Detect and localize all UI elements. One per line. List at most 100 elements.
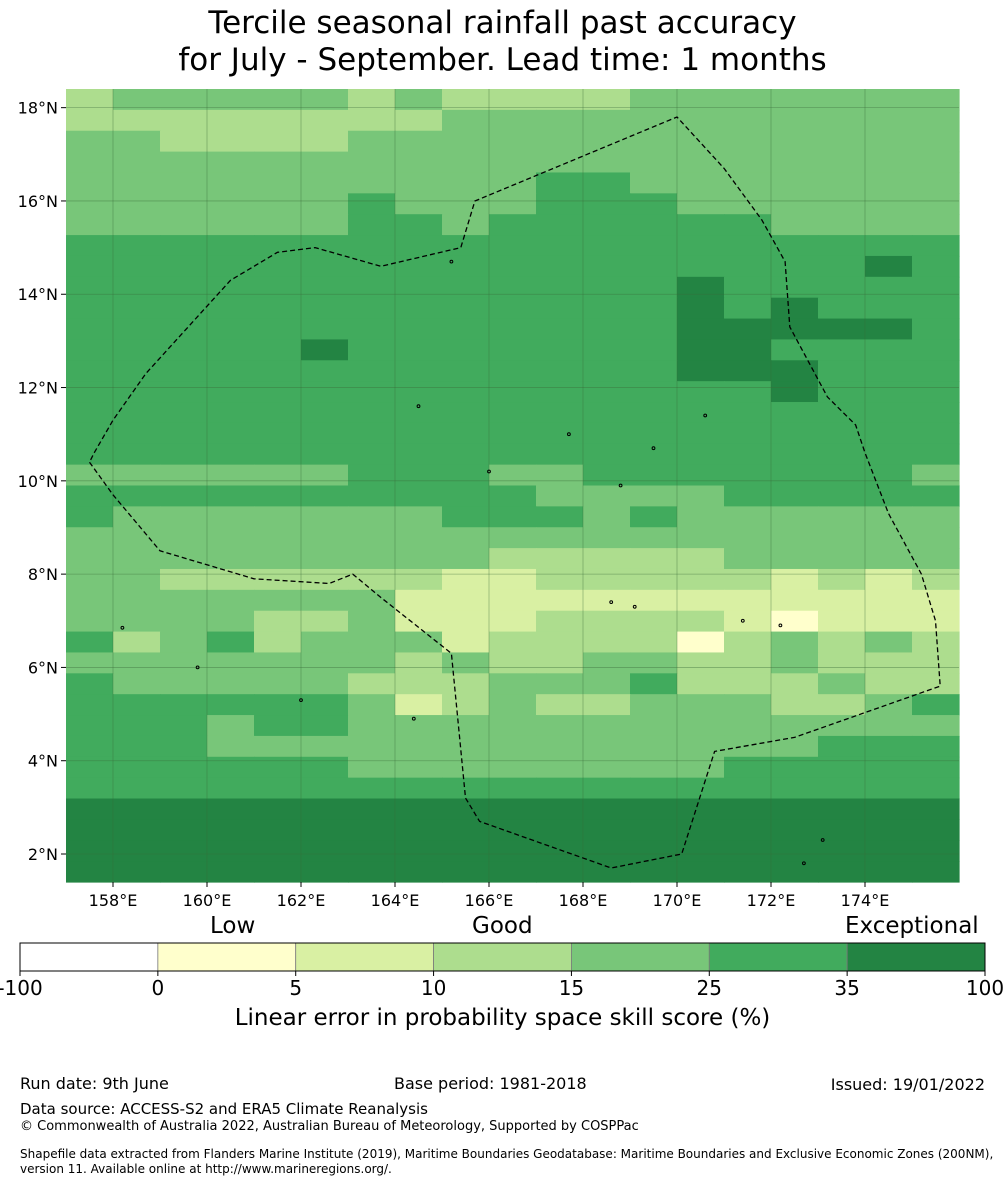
- grid-cell: [677, 89, 725, 111]
- grid-cell: [489, 422, 537, 445]
- grid-cell: [395, 694, 443, 716]
- island-mark: [802, 861, 806, 866]
- grid-cell: [583, 485, 631, 507]
- grid-cell: [348, 652, 396, 674]
- grid-cell: [536, 89, 584, 111]
- grid-cell: [113, 339, 161, 361]
- island-mark: [195, 665, 200, 670]
- grid-cell: [583, 89, 631, 111]
- grid-cell: [348, 193, 396, 215]
- grid-cell: [442, 840, 490, 862]
- grid-cell: [912, 402, 960, 424]
- grid-cell: [771, 297, 819, 320]
- grid-cell: [489, 360, 537, 382]
- colorbar-segment: [846, 942, 986, 972]
- grid-cell: [301, 443, 349, 466]
- grid-cell: [677, 151, 725, 174]
- grid-cell: [818, 193, 866, 215]
- grid-cell: [348, 276, 396, 299]
- grid-cell: [677, 840, 725, 862]
- grid-cell: [113, 360, 161, 382]
- grid-cell: [348, 422, 396, 445]
- grid-cell: [818, 673, 866, 695]
- grid-cell: [66, 715, 114, 737]
- grid-cell: [348, 840, 396, 862]
- grid-cell: [348, 735, 396, 758]
- grid-cell: [818, 422, 866, 445]
- grid-cell: [113, 464, 161, 487]
- grid-cell: [724, 819, 772, 841]
- grid-cell: [301, 819, 349, 841]
- grid-cell: [724, 151, 772, 174]
- grid-cell: [865, 506, 913, 528]
- grid-cell: [395, 861, 443, 883]
- grid-cell: [301, 673, 349, 695]
- grid-cell: [66, 443, 114, 466]
- grid-cell: [66, 214, 114, 236]
- grid-cell: [160, 276, 208, 299]
- grid-cell: [207, 715, 255, 737]
- grid-cell: [630, 652, 678, 674]
- grid-cell: [489, 276, 537, 299]
- grid-cell: [771, 527, 819, 549]
- grid-cell: [207, 506, 255, 528]
- colorbar-segment: [295, 942, 434, 972]
- grid-cell: [724, 464, 772, 487]
- grid-cell: [583, 276, 631, 299]
- island-mark: [299, 698, 303, 702]
- grid-cell: [348, 485, 396, 507]
- grid-cell: [865, 715, 913, 737]
- grid-cell: [254, 422, 302, 445]
- grid-cell: [536, 485, 584, 507]
- grid-cell: [442, 485, 490, 507]
- grid-cell: [442, 318, 490, 341]
- lat-tick-label: 4°N: [28, 752, 58, 771]
- copyright: © Commonwealth of Australia 2022, Austra…: [20, 1119, 639, 1134]
- grid-cell: [66, 109, 114, 132]
- grid-cell: [160, 422, 208, 445]
- grid-cell: [113, 130, 161, 153]
- grid-cell: [66, 485, 114, 507]
- grid-cell: [771, 777, 819, 800]
- grid-cell: [865, 652, 913, 674]
- grid-cell: [254, 172, 302, 194]
- grid-cell: [865, 172, 913, 194]
- grid-cell: [912, 589, 960, 612]
- grid-cell: [771, 443, 819, 466]
- grid-cell: [771, 276, 819, 299]
- grid-cell: [442, 777, 490, 800]
- grid-cell: [583, 464, 631, 487]
- grid-cell: [489, 172, 537, 194]
- grid-cell: [724, 109, 772, 132]
- eez-boundary: [88, 116, 941, 869]
- grid-cell: [771, 464, 819, 487]
- grid-cell: [489, 464, 537, 487]
- grid-cell: [301, 506, 349, 528]
- grid-cell: [865, 130, 913, 153]
- grid-cell: [912, 673, 960, 695]
- grid-cell: [912, 861, 960, 883]
- grid-cell: [489, 756, 537, 779]
- grid-cell: [865, 798, 913, 820]
- grid-cell: [160, 673, 208, 695]
- grid-cell: [818, 527, 866, 549]
- grid-cell: [395, 172, 443, 194]
- grid-cell: [536, 756, 584, 779]
- grid-cell: [724, 360, 772, 382]
- grid-cell: [724, 673, 772, 695]
- grid-cell: [113, 819, 161, 841]
- grid-cell: [771, 193, 819, 215]
- grid-cell: [395, 360, 443, 382]
- skill-grid: [66, 89, 960, 883]
- grid-cell: [207, 318, 255, 341]
- lon-tick-label: 166°E: [465, 891, 514, 910]
- grid-cell: [348, 109, 396, 132]
- grid-cell: [818, 318, 866, 341]
- grid-cell: [583, 339, 631, 361]
- grid-cell: [66, 89, 114, 111]
- lat-tick-label: 8°N: [28, 565, 58, 584]
- grid-cell: [771, 151, 819, 174]
- grid-cell: [207, 777, 255, 800]
- grid-cell: [301, 527, 349, 549]
- grid-cell: [254, 235, 302, 257]
